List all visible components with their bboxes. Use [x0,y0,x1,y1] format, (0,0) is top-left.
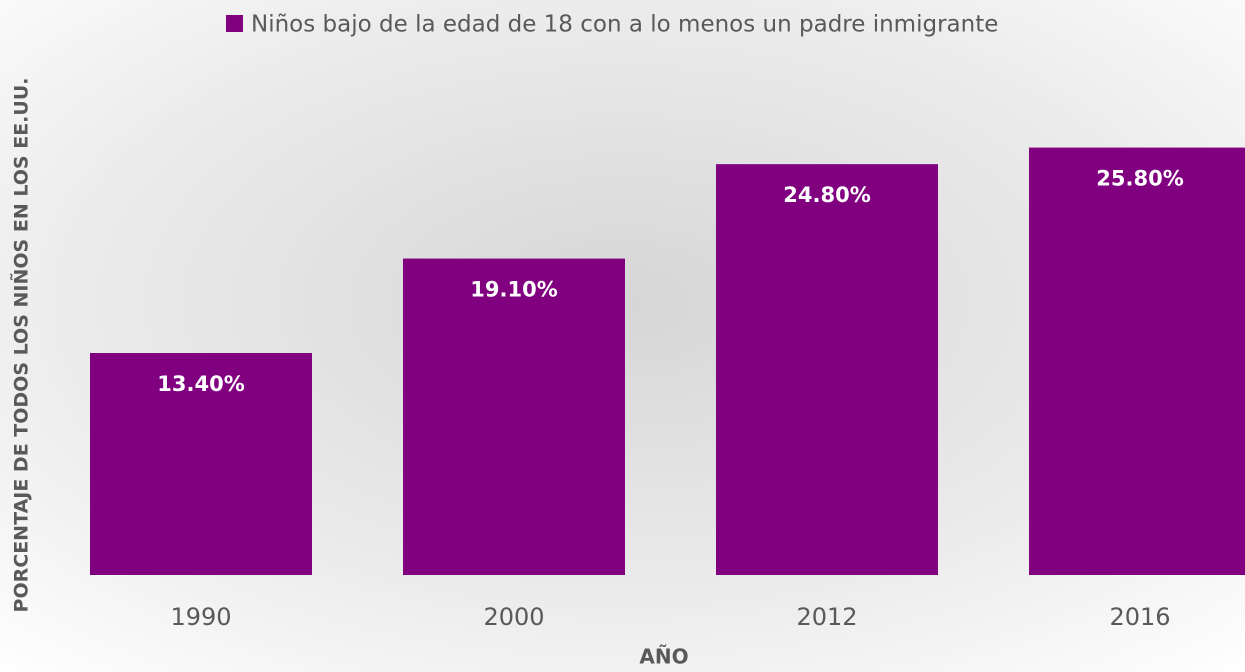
bar [716,164,938,575]
x-tick-label: 1990 [170,603,231,631]
bar [1029,147,1245,575]
bar [90,353,312,575]
data-label: 25.80% [1096,167,1183,191]
x-tick-label: 2016 [1109,603,1170,631]
legend-label: Niños bajo de la edad de 18 con a lo men… [251,12,998,38]
x-axis-title: AÑO [639,645,688,669]
bar [403,258,625,575]
legend-swatch [226,15,243,32]
data-label: 13.40% [157,372,244,396]
data-label: 24.80% [783,183,870,207]
data-label: 19.10% [470,278,557,302]
x-tick-label: 2000 [483,603,544,631]
x-tick-label: 2012 [796,603,857,631]
y-axis-title: PORCENTAJE DE TODOS LOS NIÑOS EN LOS EE.… [9,78,33,613]
